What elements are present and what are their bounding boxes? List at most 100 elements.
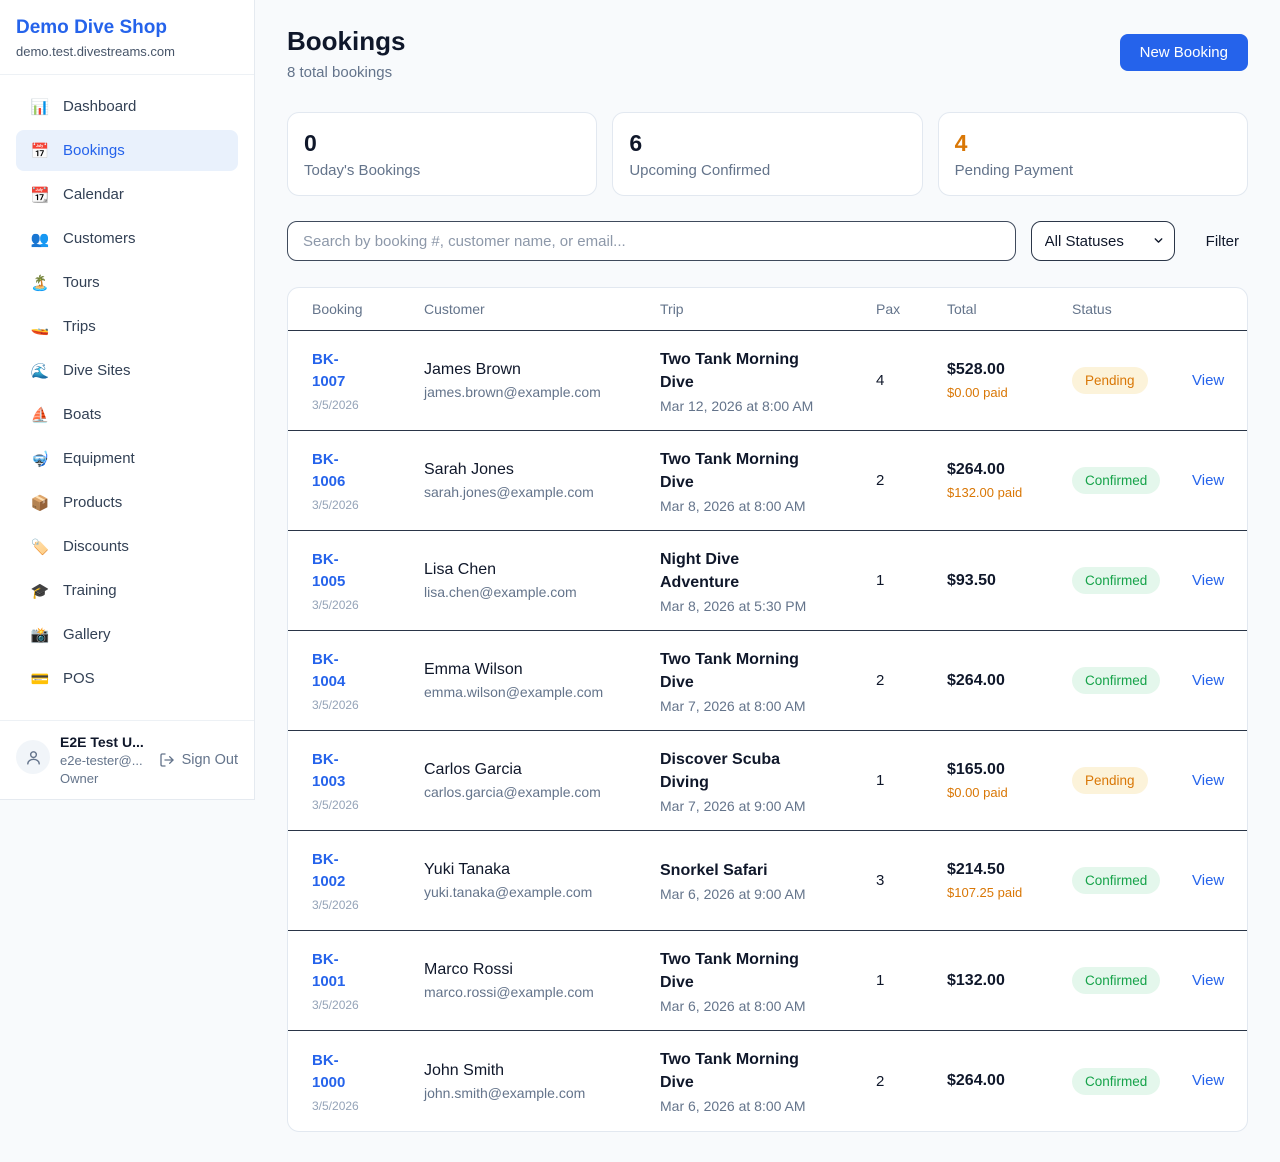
boats-icon: ⛵	[30, 406, 50, 424]
stat-value: 0	[304, 130, 317, 156]
status-cell: Confirmed	[1072, 967, 1180, 994]
total-amount: $528.00	[947, 360, 1005, 378]
column-header-status: Status	[1072, 301, 1112, 317]
booking-id-link[interactable]: BK-1002	[312, 851, 346, 890]
status-filter-wrap: All Statuses	[1030, 221, 1175, 261]
customer-email: sarah.jones@example.com	[424, 484, 594, 500]
total-cell: $528.00 $0.00 paid	[947, 361, 1072, 401]
sidebar-item-tours[interactable]: 🏝️ Tours	[16, 262, 238, 303]
sidebar-item-training[interactable]: 🎓 Training	[16, 570, 238, 611]
status-filter-select[interactable]: All Statuses	[1030, 221, 1175, 261]
trip-datetime: Mar 7, 2026 at 9:00 AM	[660, 797, 806, 814]
view-booking-link[interactable]: View	[1192, 571, 1225, 589]
customer-name: Carlos Garcia	[424, 761, 522, 778]
actions-cell: View	[1180, 672, 1224, 690]
view-booking-link[interactable]: View	[1192, 871, 1225, 889]
customer-email: carlos.garcia@example.com	[424, 784, 601, 800]
total-amount: $264.00	[947, 1072, 1005, 1089]
sidebar-item-dashboard[interactable]: 📊 Dashboard	[16, 86, 238, 127]
actions-cell: View	[1180, 872, 1224, 890]
discounts-icon: 🏷️	[30, 538, 50, 556]
sidebar-item-bookings[interactable]: 📅 Bookings	[16, 130, 238, 171]
booking-id-link[interactable]: BK-1004	[312, 651, 346, 690]
trip-cell: Night Dive Adventure Mar 8, 2026 at 5:30…	[660, 548, 876, 614]
products-icon: 📦	[30, 494, 50, 512]
sidebar-item-calendar[interactable]: 📆 Calendar	[16, 174, 238, 215]
sidebar-item-label: Dive Sites	[63, 362, 131, 379]
status-cell: Confirmed	[1072, 667, 1180, 694]
booking-cell: BK-1005 3/5/2026	[312, 549, 424, 612]
customer-name: Sarah Jones	[424, 461, 514, 478]
filter-button[interactable]: Filter	[1205, 232, 1239, 250]
sidebar-item-label: Trips	[63, 318, 96, 335]
total-amount: $214.50	[947, 860, 1005, 878]
stat-card-pending-payment: 4 Pending Payment	[937, 112, 1248, 196]
sidebar-item-equipment[interactable]: 🤿 Equipment	[16, 438, 238, 479]
booking-date: 3/5/2026	[312, 598, 359, 612]
search-input[interactable]	[287, 221, 1016, 261]
view-booking-link[interactable]: View	[1192, 371, 1225, 389]
paid-amount: $132.00 paid	[947, 484, 1023, 500]
trip-name: Two Tank Morning Dive	[660, 450, 799, 491]
sidebar-item-dive-sites[interactable]: 🌊 Dive Sites	[16, 350, 238, 391]
status-cell: Confirmed	[1072, 867, 1180, 894]
column-header-pax: Pax	[876, 301, 901, 317]
stat-label: Today's Bookings	[304, 162, 421, 179]
sidebar-item-boats[interactable]: ⛵ Boats	[16, 394, 238, 435]
user-info: E2E Test U... e2e-tester@... Owner	[60, 734, 149, 786]
sidebar-item-label: Boats	[63, 406, 102, 423]
status-badge: Confirmed	[1072, 467, 1161, 494]
booking-id-link[interactable]: BK-1000	[312, 1051, 346, 1091]
trip-name: Night Dive Adventure	[660, 550, 740, 591]
booking-id-link[interactable]: BK-1007	[312, 351, 346, 390]
pax-cell: 3	[876, 872, 885, 889]
trip-name: Two Tank Morning Dive	[660, 650, 799, 691]
booking-id-link[interactable]: BK-1005	[312, 551, 346, 590]
status-cell: Pending	[1072, 767, 1180, 794]
sign-out-button[interactable]: Sign Out	[159, 752, 238, 768]
sidebar-item-trips[interactable]: 🚤 Trips	[16, 306, 238, 347]
trip-datetime: Mar 6, 2026 at 8:00 AM	[660, 1098, 806, 1114]
booking-id-link[interactable]: BK-1003	[312, 751, 346, 790]
total-cell: $93.50	[947, 572, 1072, 590]
tours-icon: 🏝️	[30, 274, 50, 292]
actions-cell: View	[1180, 772, 1224, 790]
sidebar-item-customers[interactable]: 👥 Customers	[16, 218, 238, 259]
brand-block: Demo Dive Shop demo.test.divestreams.com	[0, 0, 254, 75]
actions-cell: View	[1180, 472, 1224, 490]
sidebar-item-gallery[interactable]: 📸 Gallery	[16, 614, 238, 655]
view-booking-link[interactable]: View	[1192, 771, 1225, 789]
total-amount: $165.00	[947, 760, 1005, 778]
total-cell: $214.50 $107.25 paid	[947, 861, 1072, 901]
customer-name: James Brown	[424, 361, 521, 378]
booking-id-link[interactable]: BK-1001	[312, 951, 346, 990]
calendar-icon: 📆	[30, 186, 50, 204]
customer-cell: Lisa Chen lisa.chen@example.com	[424, 561, 660, 600]
booking-date: 3/5/2026	[312, 498, 359, 512]
customer-cell: Emma Wilson emma.wilson@example.com	[424, 661, 660, 700]
sidebar-item-label: Equipment	[63, 450, 135, 467]
view-booking-link[interactable]: View	[1192, 1072, 1225, 1089]
sidebar-item-products[interactable]: 📦 Products	[16, 482, 238, 523]
status-badge: Pending	[1072, 767, 1148, 794]
booking-id-link[interactable]: BK-1006	[312, 451, 346, 490]
view-booking-link[interactable]: View	[1192, 971, 1225, 989]
bookings-table: Booking Customer Trip Pax Total Status BK-100…	[287, 287, 1248, 1132]
booking-cell: BK-1002 3/5/2026	[312, 849, 424, 912]
sidebar-item-label: Tours	[63, 274, 100, 291]
status-badge: Pending	[1072, 367, 1148, 394]
page-subtitle: 8 total bookings	[287, 64, 393, 81]
table-row: BK-1002 3/5/2026 Yuki Tanaka yuki.tanaka…	[288, 831, 1247, 931]
page-header: Bookings 8 total bookings New Booking	[287, 26, 1248, 82]
dive-sites-icon: 🌊	[30, 362, 50, 380]
view-booking-link[interactable]: View	[1192, 671, 1225, 689]
sidebar-item-pos[interactable]: 💳 POS	[16, 658, 238, 699]
sidebar-item-discounts[interactable]: 🏷️ Discounts	[16, 526, 238, 567]
view-booking-link[interactable]: View	[1192, 471, 1225, 489]
booking-date: 3/5/2026	[312, 1098, 359, 1113]
total-cell: $165.00 $0.00 paid	[947, 761, 1072, 801]
user-section: E2E Test U... e2e-tester@... Owner Sign …	[0, 720, 254, 799]
total-cell: $264.00 $132.00 paid	[947, 461, 1072, 501]
new-booking-button[interactable]: New Booking	[1119, 34, 1248, 71]
column-header-trip: Trip	[660, 301, 684, 317]
